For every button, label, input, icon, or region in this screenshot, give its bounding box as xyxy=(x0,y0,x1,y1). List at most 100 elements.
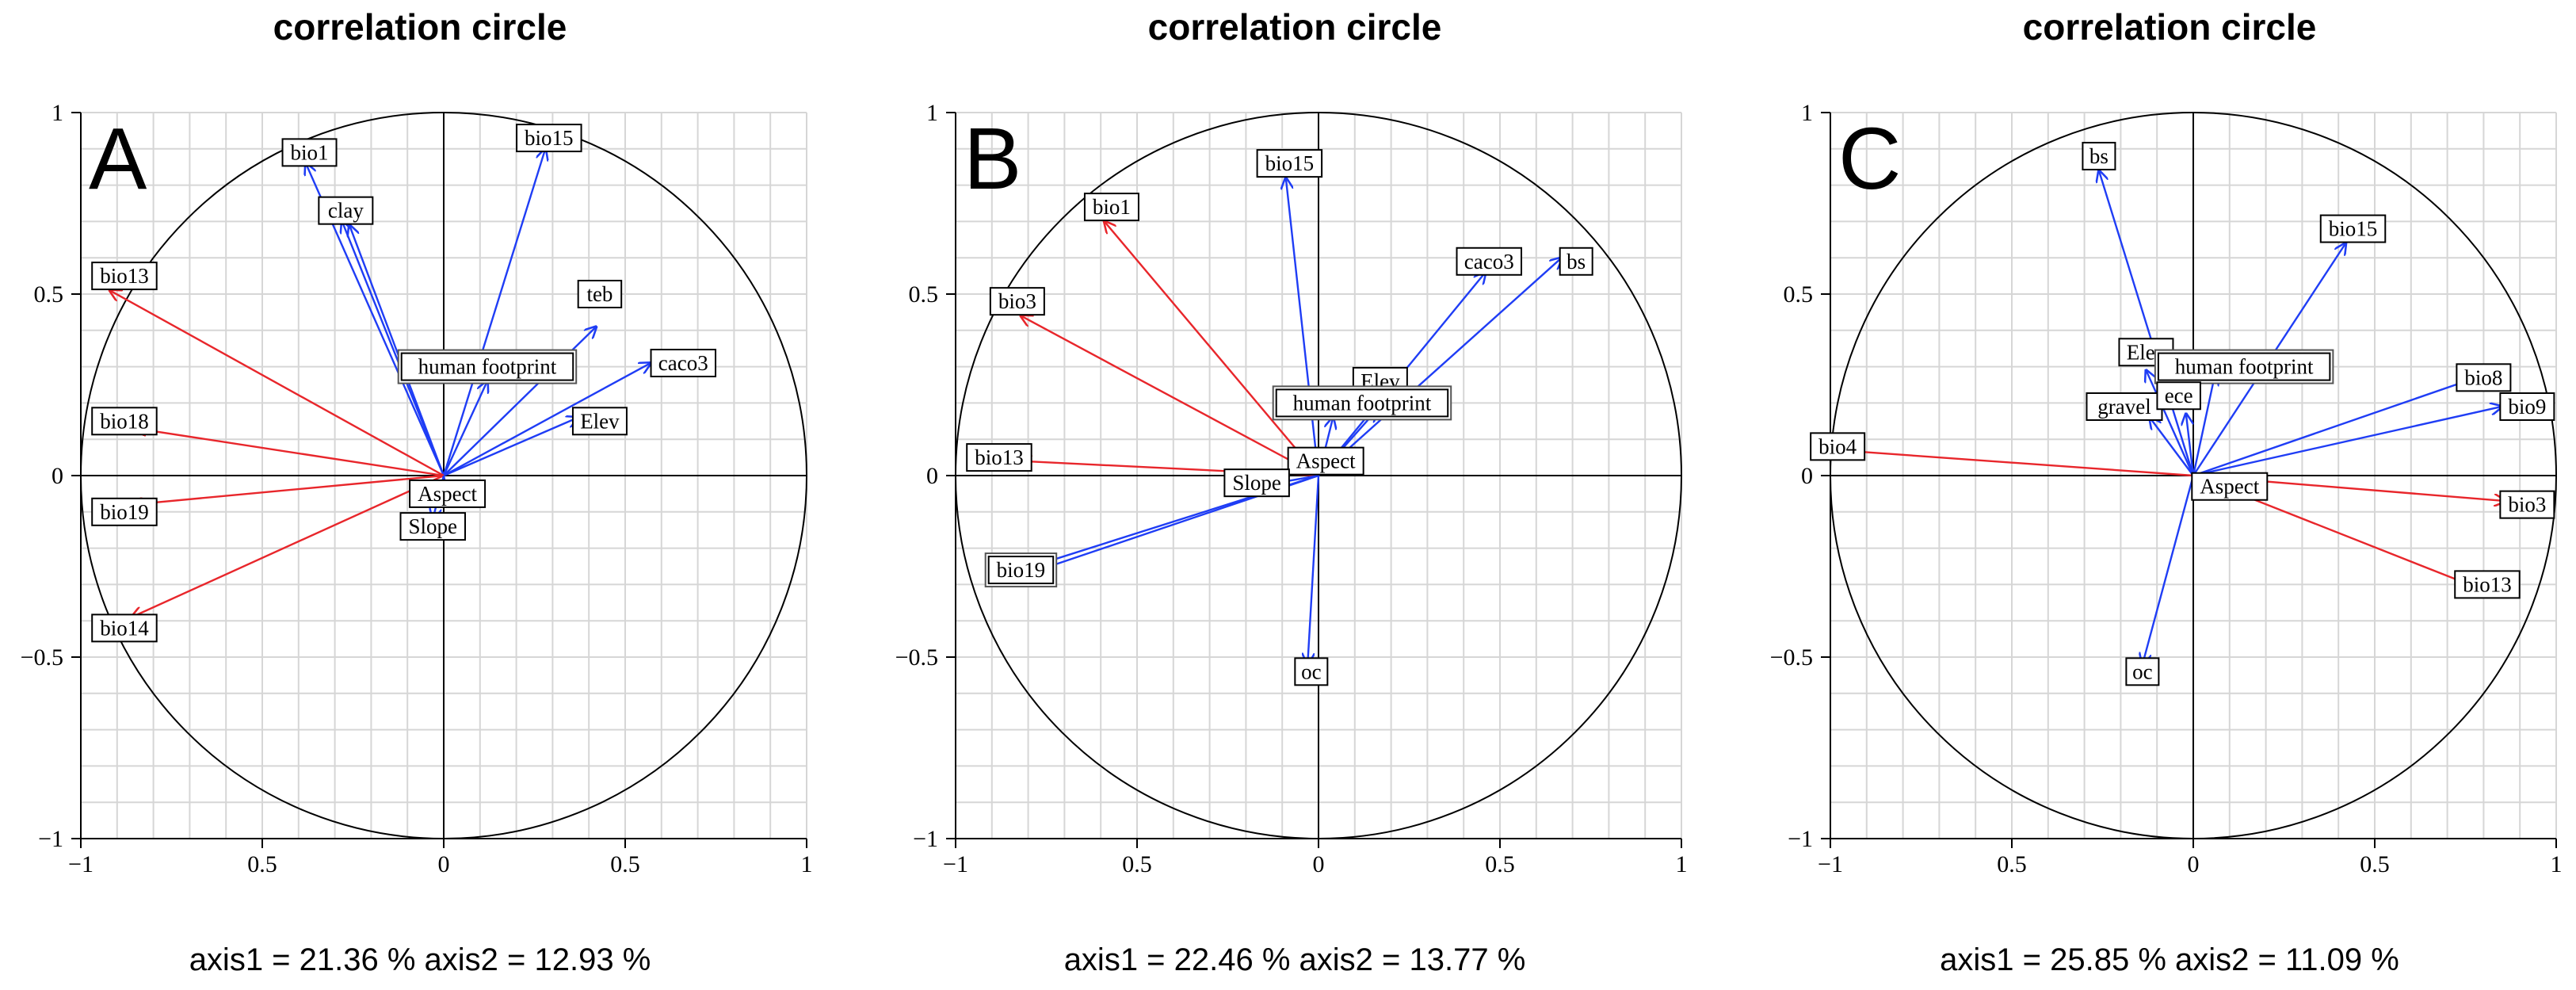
label-text: bio3 xyxy=(998,289,1036,313)
vector-arrow-gravel xyxy=(2150,418,2194,476)
label-box xyxy=(516,124,582,153)
label-text: bio18 xyxy=(100,409,149,433)
label-text: Aspect xyxy=(418,482,477,506)
label-text: bio15 xyxy=(525,126,574,150)
label-box xyxy=(409,479,487,508)
vector-arrow-bio14 xyxy=(132,474,445,617)
label-text: bio4 xyxy=(1818,434,1857,458)
label-box xyxy=(2499,392,2555,421)
x-tick-label: 0.5 xyxy=(1997,851,2027,877)
vector-label-bio13: bio13 xyxy=(91,262,158,291)
y-tick-label: −1 xyxy=(913,826,938,852)
label-box xyxy=(2456,363,2512,392)
panel-letter: A xyxy=(89,110,147,208)
label-text: caco3 xyxy=(658,351,708,375)
chart-title: correlation circle xyxy=(2023,6,2317,48)
label-text: bio9 xyxy=(2508,395,2546,419)
vector-label-elev: Elev xyxy=(571,407,628,436)
label-box xyxy=(989,287,1045,316)
vector-label-bs: bs xyxy=(1559,247,1593,276)
label-text: clay xyxy=(328,199,364,223)
label-box xyxy=(2156,381,2201,411)
label-text: bio19 xyxy=(997,558,1046,582)
label-box xyxy=(2499,490,2555,519)
axis-inertia-caption: axis1 = 22.46 % axis2 = 13.77 % xyxy=(1064,942,1526,977)
y-tick-label: 0.5 xyxy=(909,281,939,308)
label-text: human footprint xyxy=(2175,355,2314,379)
vector-label-ece: ece xyxy=(2156,381,2201,411)
label-text: bio13 xyxy=(2463,572,2512,596)
label-box xyxy=(2082,141,2116,170)
x-tick-label: 1 xyxy=(1676,851,1688,877)
label-box xyxy=(318,196,374,225)
vector-label-bio8: bio8 xyxy=(2456,363,2512,392)
y-tick-label: 0 xyxy=(52,463,63,489)
vector-label-gravel: gravel xyxy=(2086,392,2163,421)
x-tick-label: 0.5 xyxy=(1122,851,1152,877)
x-tick-label: 0.5 xyxy=(2360,851,2390,877)
vector-arrow-elev xyxy=(443,418,578,477)
x-tick-label: −1 xyxy=(943,851,968,877)
label-text: bs xyxy=(2089,144,2109,168)
label-box xyxy=(966,443,1032,472)
vector-arrow-elev xyxy=(2146,370,2195,476)
y-tick-label: −1 xyxy=(38,826,63,852)
label-text: caco3 xyxy=(1464,250,1514,273)
label-box xyxy=(577,280,623,308)
label-box xyxy=(650,349,717,378)
label-box xyxy=(91,407,158,436)
label-box xyxy=(1294,657,1329,686)
label-box xyxy=(2454,570,2521,599)
vector-label-bio19: bio19 xyxy=(984,552,1058,588)
label-text: oc xyxy=(1301,659,1322,683)
x-tick-label: 0 xyxy=(1313,851,1325,877)
chart-title: correlation circle xyxy=(273,6,567,48)
vector-label-human-footprint: human footprint xyxy=(2154,349,2334,384)
label-box xyxy=(91,262,158,291)
vector-arrow-bio19 xyxy=(132,474,445,505)
vector-arrow-bio13 xyxy=(110,290,445,477)
label-box xyxy=(2157,352,2331,381)
label-text: bio1 xyxy=(1093,195,1131,219)
label-text: bio15 xyxy=(2329,217,2378,241)
label-box xyxy=(91,613,158,643)
label-text: bio13 xyxy=(100,264,149,288)
correlation-circle xyxy=(955,112,1682,839)
label-text: bio15 xyxy=(1265,151,1315,175)
vector-label-aspect: Aspect xyxy=(409,479,487,508)
y-tick-label: 0.5 xyxy=(34,281,64,308)
label-box xyxy=(1223,468,1290,498)
vector-label-clay: clay xyxy=(318,196,374,225)
y-tick-label: 0 xyxy=(1801,463,1813,489)
label-box xyxy=(1256,149,1323,178)
chart-title: correlation circle xyxy=(1148,6,1442,48)
label-box xyxy=(91,497,158,526)
vector-label-bio9: bio9 xyxy=(2499,392,2555,421)
label-box xyxy=(399,512,467,541)
vector-label-oc: oc xyxy=(1294,657,1329,686)
vector-arrow-bio18 xyxy=(135,428,445,477)
vector-arrow-bio4 xyxy=(1838,450,2194,477)
vector-label-bio18: bio18 xyxy=(91,407,158,436)
label-text: bio3 xyxy=(2508,493,2546,517)
y-tick-label: −0.5 xyxy=(21,644,63,671)
vector-label-caco3: caco3 xyxy=(1456,247,1523,276)
vector-label-bio13: bio13 xyxy=(2454,570,2521,599)
label-text: bio19 xyxy=(100,500,149,524)
label-box xyxy=(2125,657,2160,686)
label-box xyxy=(2319,214,2387,243)
vector-arrow-human-footprint xyxy=(2192,374,2215,476)
y-tick-label: −0.5 xyxy=(1770,644,1813,671)
vector-label-slope: Slope xyxy=(399,512,467,541)
label-text: bio14 xyxy=(100,616,149,640)
vector-arrow-bio15 xyxy=(442,149,545,476)
vector-label-bio15: bio15 xyxy=(516,124,582,153)
label-box xyxy=(2191,472,2269,501)
vector-label-aspect: Aspect xyxy=(1287,446,1364,476)
label-text: bio1 xyxy=(291,140,329,164)
label-text: bio8 xyxy=(2464,365,2502,389)
vector-arrow-bs xyxy=(1318,258,1562,476)
vector-arrow-oc xyxy=(1307,475,1320,664)
